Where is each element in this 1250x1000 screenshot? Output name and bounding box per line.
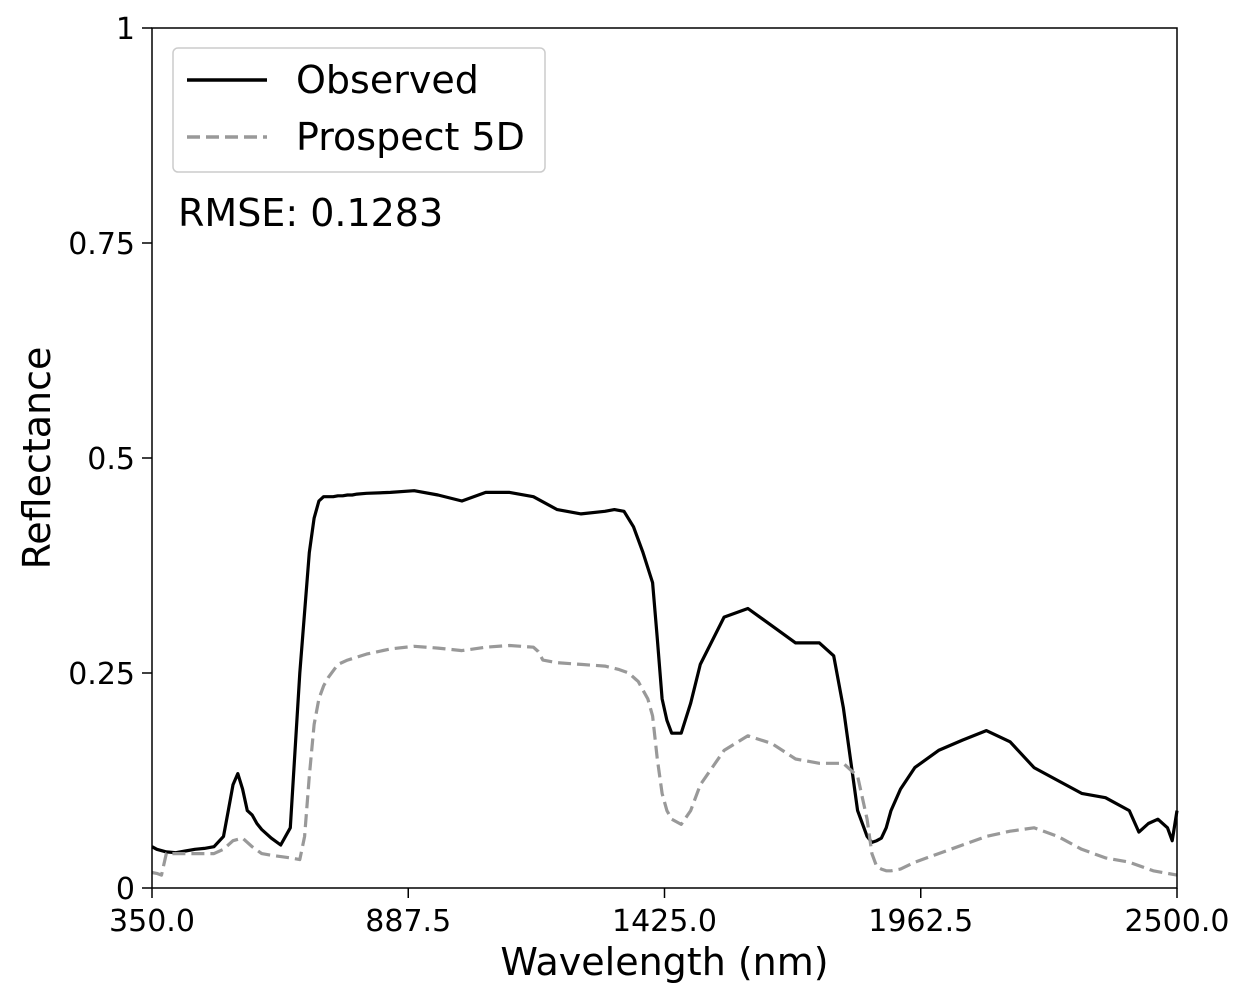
y-tick-label: 0.5 — [87, 442, 135, 477]
x-tick-label: 887.5 — [365, 904, 451, 939]
y-tick-label: 0 — [116, 872, 135, 907]
x-tick-label: 350.0 — [109, 904, 195, 939]
y-tick-label: 1 — [116, 12, 135, 47]
legend: Observed Prospect 5D — [172, 47, 546, 173]
y-axis-label: Reflectance — [15, 347, 59, 570]
x-tick-label: 2500.0 — [1125, 904, 1230, 939]
x-tick-label: 1962.5 — [868, 904, 973, 939]
x-axis-label: Wavelength (nm) — [500, 940, 828, 984]
rmse-annotation: RMSE: 0.1283 — [178, 191, 443, 235]
x-tick-label: 1425.0 — [612, 904, 717, 939]
legend-label-prospect-5d: Prospect 5D — [296, 115, 525, 159]
legend-label-observed: Observed — [296, 58, 479, 102]
y-tick-label: 0.25 — [68, 657, 135, 692]
ticks-layer: 350.0 887.5 1425.0 1962.5 2500.0 0 0.25 0.5 0.75… — [68, 12, 1229, 939]
series-line-prospect-5d — [151, 643, 1178, 877]
series-line-observed — [151, 489, 1179, 855]
series-layer — [151, 489, 1179, 877]
y-tick-label: 0.75 — [68, 227, 135, 262]
